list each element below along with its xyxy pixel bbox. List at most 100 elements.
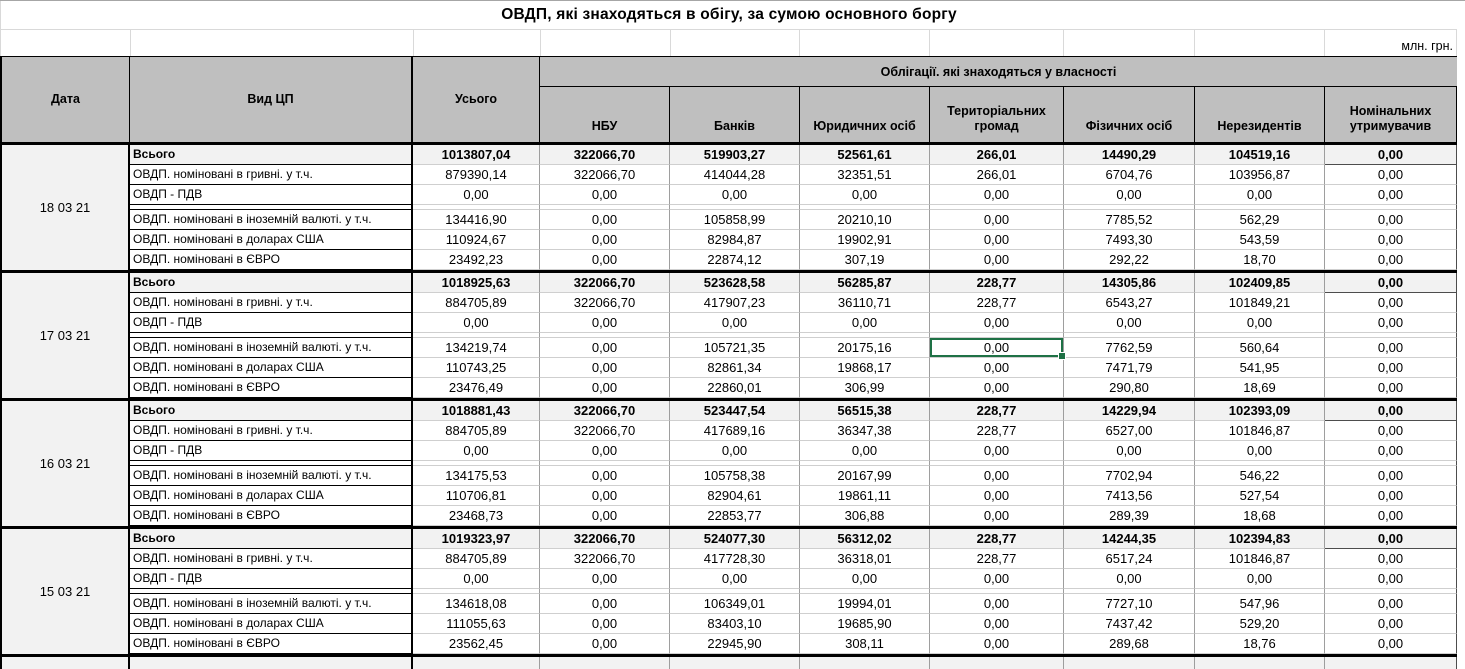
data-cell[interactable]: 0,00 — [540, 210, 670, 230]
data-cell[interactable]: 134618,08 — [413, 594, 540, 614]
data-cell[interactable]: 0,00 — [413, 569, 540, 589]
data-cell[interactable] — [413, 657, 540, 669]
data-cell[interactable]: 0,00 — [930, 486, 1064, 506]
data-cell[interactable]: 18,70 — [1195, 250, 1325, 270]
data-cell[interactable]: 0,00 — [540, 378, 670, 398]
row-label-cell[interactable]: ОВДП - ПДВ — [130, 185, 413, 205]
header-owner-individuals[interactable]: Фізичних осіб — [1064, 87, 1195, 142]
data-cell[interactable]: 103956,87 — [1195, 165, 1325, 185]
data-cell[interactable] — [670, 657, 800, 669]
data-cell[interactable]: 134416,90 — [413, 210, 540, 230]
data-cell[interactable]: 0,00 — [800, 441, 930, 461]
data-cell[interactable]: 22874,12 — [670, 250, 800, 270]
data-cell[interactable]: 0,00 — [1195, 569, 1325, 589]
row-label-cell[interactable]: ОВДП. номіновані в гривні. у т.ч. — [130, 293, 413, 313]
empty-cell[interactable] — [541, 30, 671, 56]
data-cell[interactable] — [930, 657, 1064, 669]
data-cell[interactable]: 0,00 — [1325, 569, 1457, 589]
data-cell[interactable]: 1013807,04 — [413, 145, 540, 165]
data-cell[interactable]: 0,00 — [1325, 210, 1457, 230]
data-cell[interactable]: 0,00 — [930, 378, 1064, 398]
data-cell[interactable]: 0,00 — [1064, 185, 1195, 205]
data-cell[interactable]: 0,00 — [1325, 421, 1457, 441]
data-cell[interactable]: 111055,63 — [413, 614, 540, 634]
selection-fill-handle[interactable] — [1058, 352, 1066, 360]
header-owner-territorial-communities[interactable]: Територіальних громад — [930, 87, 1064, 142]
data-cell[interactable]: 322066,70 — [540, 549, 670, 569]
data-cell[interactable]: 22945,90 — [670, 634, 800, 654]
data-cell[interactable]: 228,77 — [930, 549, 1064, 569]
data-cell[interactable]: 0,00 — [1195, 185, 1325, 205]
empty-cell[interactable] — [414, 30, 541, 56]
data-cell[interactable]: 19868,17 — [800, 358, 930, 378]
data-cell[interactable]: 101846,87 — [1195, 549, 1325, 569]
data-cell[interactable]: 0,00 — [930, 358, 1064, 378]
empty-cell[interactable] — [930, 30, 1065, 56]
data-cell[interactable]: 0,00 — [1325, 634, 1457, 654]
data-cell[interactable]: 0,00 — [930, 614, 1064, 634]
row-label-cell[interactable]: ОВДП. номіновані в гривні. у т.ч. — [130, 421, 413, 441]
data-cell[interactable]: 36318,01 — [800, 549, 930, 569]
row-label-cell[interactable]: Всього — [130, 529, 413, 549]
data-cell[interactable]: 0,00 — [1064, 569, 1195, 589]
data-cell[interactable]: 18,76 — [1195, 634, 1325, 654]
data-cell[interactable] — [540, 657, 670, 669]
data-cell[interactable]: 0,00 — [540, 486, 670, 506]
date-cell[interactable]: 15 03 21 — [2, 529, 130, 654]
data-cell[interactable] — [1195, 657, 1325, 669]
data-cell[interactable] — [800, 657, 930, 669]
date-cell[interactable] — [2, 657, 130, 669]
data-cell[interactable]: 289,68 — [1064, 634, 1195, 654]
data-cell[interactable]: 322066,70 — [540, 145, 670, 165]
data-cell[interactable]: 529,20 — [1195, 614, 1325, 634]
data-cell[interactable]: 0,00 — [540, 250, 670, 270]
data-cell[interactable]: 56515,38 — [800, 401, 930, 421]
data-cell[interactable]: 322066,70 — [540, 401, 670, 421]
data-cell[interactable]: 266,01 — [930, 145, 1064, 165]
data-cell[interactable]: 82861,34 — [670, 358, 800, 378]
row-label-cell[interactable]: ОВДП. номіновані в доларах США — [130, 230, 413, 250]
data-cell[interactable]: 23468,73 — [413, 506, 540, 526]
date-cell[interactable]: 17 03 21 — [2, 273, 130, 398]
data-cell[interactable]: 20167,99 — [800, 466, 930, 486]
data-cell[interactable]: 0,00 — [540, 338, 670, 358]
data-cell[interactable]: 884705,89 — [413, 549, 540, 569]
data-cell[interactable]: 0,00 — [1325, 401, 1457, 421]
data-cell[interactable]: 0,00 — [413, 313, 540, 333]
data-cell[interactable]: 1019323,97 — [413, 529, 540, 549]
data-cell[interactable]: 228,77 — [930, 529, 1064, 549]
empty-cell[interactable] — [1, 30, 131, 56]
data-cell[interactable]: 0,00 — [540, 594, 670, 614]
data-cell[interactable]: 0,00 — [540, 185, 670, 205]
data-cell[interactable]: 0,00 — [930, 569, 1064, 589]
data-cell[interactable]: 19994,01 — [800, 594, 930, 614]
data-cell[interactable]: 0,00 — [930, 250, 1064, 270]
data-cell[interactable]: 0,00 — [1325, 293, 1457, 313]
data-cell[interactable]: 0,00 — [930, 441, 1064, 461]
data-cell[interactable]: 547,96 — [1195, 594, 1325, 614]
data-cell[interactable]: 228,77 — [930, 293, 1064, 313]
data-cell[interactable]: 23476,49 — [413, 378, 540, 398]
data-cell[interactable]: 0,00 — [1064, 313, 1195, 333]
data-cell[interactable]: 18,69 — [1195, 378, 1325, 398]
data-cell[interactable]: 322066,70 — [540, 165, 670, 185]
data-cell[interactable]: 306,99 — [800, 378, 930, 398]
data-cell[interactable]: 308,11 — [800, 634, 930, 654]
data-cell[interactable]: 0,00 — [930, 210, 1064, 230]
data-cell[interactable]: 0,00 — [540, 569, 670, 589]
header-owner-nominal-holders[interactable]: Номінальних утримувачив — [1325, 87, 1457, 142]
row-label-cell[interactable]: ОВДП. номіновані в ЄВРО — [130, 634, 413, 654]
data-cell[interactable]: 14229,94 — [1064, 401, 1195, 421]
data-cell[interactable]: 0,00 — [930, 466, 1064, 486]
data-cell[interactable]: 101846,87 — [1195, 421, 1325, 441]
data-cell[interactable]: 18,68 — [1195, 506, 1325, 526]
data-cell[interactable]: 7471,79 — [1064, 358, 1195, 378]
row-label-cell[interactable]: ОВДП - ПДВ — [130, 441, 413, 461]
data-cell[interactable]: 414044,28 — [670, 165, 800, 185]
header-owners-group-label[interactable]: Облігації. які знаходяться у власності — [540, 57, 1457, 87]
row-label-cell[interactable]: ОВДП. номіновані в ЄВРО — [130, 506, 413, 526]
data-cell[interactable]: 228,77 — [930, 421, 1064, 441]
date-cell[interactable]: 16 03 21 — [2, 401, 130, 526]
data-cell[interactable]: 0,00 — [1325, 529, 1457, 549]
data-cell[interactable]: 0,00 — [1325, 614, 1457, 634]
